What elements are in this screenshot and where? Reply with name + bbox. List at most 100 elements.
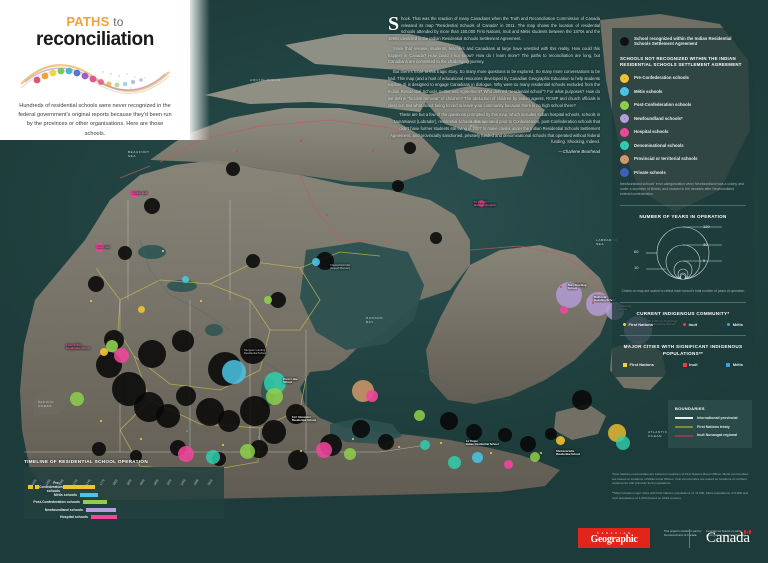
essay-paragraph-3: But there's more to this tragic story. S… [388,69,600,108]
map-school-label-13: Sturgeon Landing Residential School [244,349,267,356]
timeline-axis: 1620 1650 1680 1710 1740 1770 1800 1830 1860 1890… [28,471,220,486]
timeline-row-1: Métis schools [28,491,220,497]
community-dot-icon [683,323,687,327]
city-swatch [682,362,687,367]
city-key-item-2: Métis [726,362,743,367]
years-tick-120: 120 [703,223,710,229]
footnote-1: *First Nations communities are based on … [612,472,749,486]
recognized-school-swatch [620,36,629,46]
legend-item-swatch: · [620,73,629,83]
government-funding-note-en: This project is funded in part by the Go… [664,530,702,537]
legend-item-label: Denominational schools [634,142,684,148]
map-place-label-5: BEAUFORT SEA [128,150,150,158]
community-key-item-label: Inuit [688,322,698,328]
timeline-row-bar [80,492,98,497]
map-school-label-10: Shubenacadie Residential School [556,450,581,457]
city-swatch [726,362,731,367]
boundary-line-icon [675,417,693,420]
timeline-title: TIMELINE OF RESIDENTIAL SCHOOL OPERATION [24,459,148,464]
city-key-item-label: Métis [732,362,743,368]
cg-logo-kicker: C A N A D I A N [596,531,632,535]
canada-wordmark-text: Canada [706,530,750,546]
map-school-label-12: Grollier Hall [132,192,148,195]
essay-paragraph-2: Since that release, students, teachers a… [388,45,600,65]
legend-item-7: · Private schools [620,168,746,178]
map-place-label-4: PACIFIC OCEAN [38,400,55,408]
recognized-school-label: School recognized within the Indian Resi… [634,36,732,47]
city-key-item-label: Inuit [689,362,698,368]
map-school-label-0: St. Luke's Mission Hospital [474,201,496,208]
legend-item-swatch: · [620,141,629,151]
community-key-item-1: Inuit [683,322,697,327]
community-dot-icon [623,323,626,327]
timeline-row-label: Pre-Confederation schools [39,481,63,494]
legend-divider-3 [620,335,746,337]
legend-item-label: Pre-Confederation schools [634,75,689,81]
government-funding-note-fr: Ce projet est financé en partie par le g… [706,530,746,537]
major-cities-key: First Nations Inuit Métis [620,362,746,367]
community-key-item-0: First Nations [623,322,653,327]
legend-recognized-row: School recognized within the Indian Resi… [620,36,746,47]
legend-divider-1 [620,205,746,207]
legend-item-swatch: · [620,100,629,110]
essay-dropcap: S [388,13,400,35]
legend-divider-2 [620,301,746,303]
boundary-item-0: International/ provincial [675,416,745,421]
footer-bar: C A N A D I A N Geographic This project … [0,519,768,563]
map-school-label-1: Nain Boarding School [568,284,587,291]
timeline-row-bar [63,485,95,490]
timeline-row-label: Métis schools [53,492,77,497]
legend-item-swatch: · [620,114,629,124]
legend-item-swatch: · [620,127,629,137]
timeline-row-label: Hospital schools [59,515,88,520]
years-circles-diagram [646,226,722,280]
legend-item-label: Provincial or territorial schools [634,156,698,162]
community-key-item-2: Métis [727,322,743,327]
footnote-2: **Map includes major cities with First N… [612,490,749,500]
map-school-label-2: Makkovik Boarding School [594,296,616,303]
boundary-item-2: Inuit Nunangat regional [675,433,745,438]
boundaries-title: BOUNDARIES [675,406,705,411]
timeline-row-2: Post-Confederation schools [28,499,220,505]
title-card: PATHS to reconciliation Hundre [0,0,190,140]
boundaries-list: International/ provincial First Nations t… [675,416,745,438]
legend-item-2: · Post-Confederation schools [620,100,746,110]
braid-illustration [20,64,170,95]
map-school-label-11: Chesterfield Inlet (Joseph Bernier) [330,264,351,271]
boundary-label: Inuit Nunangat regional [697,433,738,438]
legend-item-swatch: · [620,154,629,164]
years-tick-30: 30 [703,241,708,247]
legend-item-3: · Newfoundland schools* [620,114,746,124]
map-school-label-5: Yukon Hall [96,246,110,249]
legend-item-1: · Métis schools [620,87,746,97]
essay-p1-text: hock. That was the reaction of many Cana… [388,16,600,42]
canada-flag-icon [743,530,751,534]
title-card-fade [190,0,210,140]
legend-item-6: · Provincial or territorial schools [620,154,746,164]
map-footnotes: *First Nations communities are based on … [612,472,752,505]
map-place-label-0: BAFFIN BAY [470,120,485,128]
years-in-operation-figure: 120 60 30 10 5 [620,223,746,286]
legend-newfoundland-note: Newfoundland schools' error categorizati… [620,181,744,197]
timeline-row-bar [86,507,116,512]
legend-item-label: Métis schools [634,88,663,94]
years-tick-10: 10 [634,264,639,270]
title-blurb: Hundreds of residential schools were nev… [18,103,172,137]
timeline-key-swatch [28,484,33,490]
essay-attribution: —Charlene Bearhead [558,148,600,154]
page-title: reconciliation [36,29,154,50]
canadian-geographic-logo[interactable]: C A N A D I A N Geographic [578,528,650,548]
timeline-row-bar [83,500,107,505]
legend-item-5: · Denominational schools [620,141,746,151]
map-place-label-6: ARCTIC OCEAN [250,78,281,82]
years-legend-title: NUMBER OF YEARS IN OPERATION [639,214,727,220]
years-tick-5: 5 [703,257,706,263]
legend-not-recognized-heading: SCHOOLS NOT RECOGNIZED WITHIN THE INDIAN… [620,55,742,67]
map-legend: School recognized within the Indian Resi… [612,28,754,378]
community-key-item-label: First Nations [628,322,653,328]
current-community-title: CURRENT INDIGENOUS COMMUNITY* [636,310,730,316]
map-school-label-8: Cross Lake School [283,378,298,385]
legend-category-list: · Pre-Confederation schools · Métis schools… [620,73,746,178]
